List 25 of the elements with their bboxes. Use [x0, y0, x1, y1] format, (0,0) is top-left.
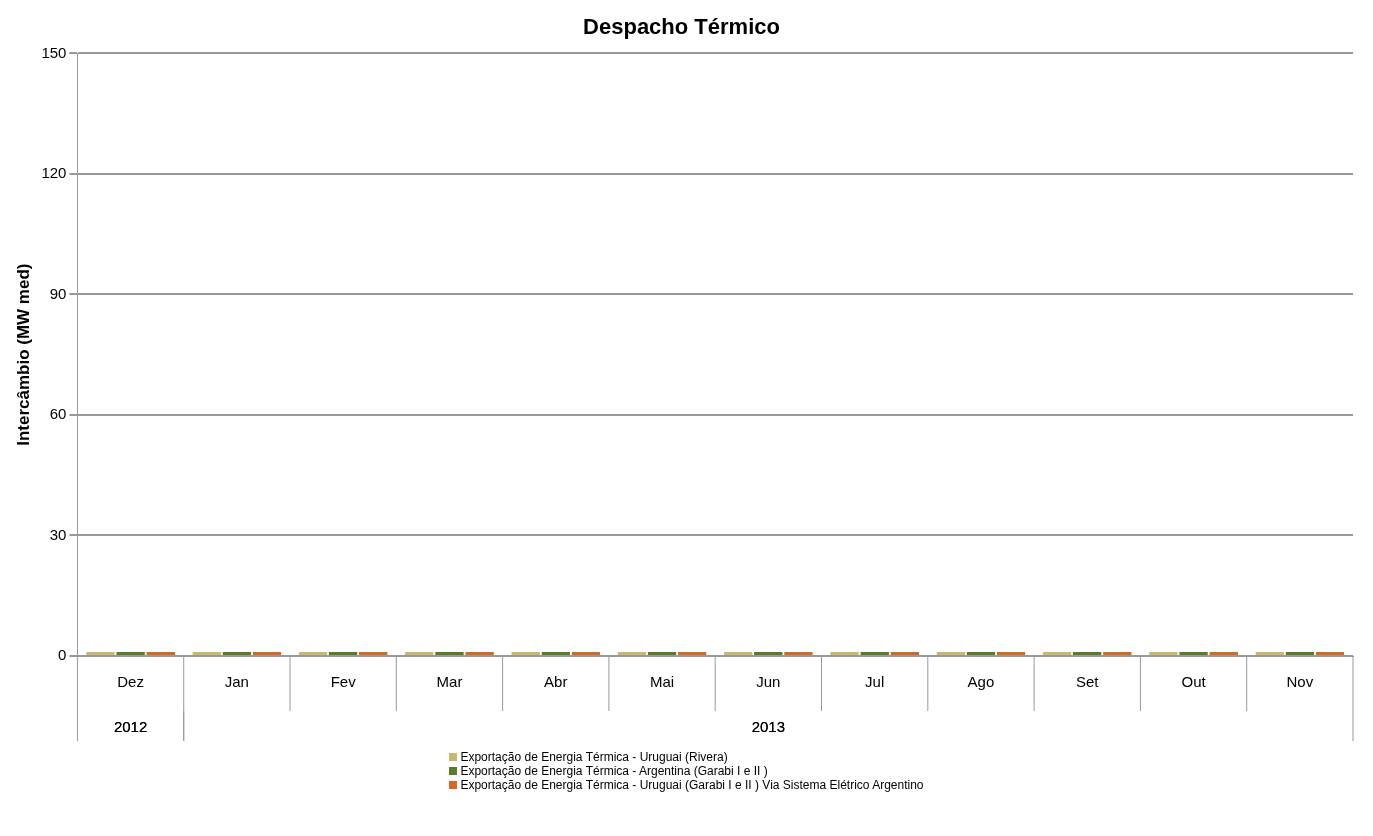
x-tick-label: Fev	[330, 673, 357, 691]
x-tick-label: Out	[1181, 673, 1207, 691]
x-tick-label: Dez	[117, 673, 144, 691]
y-tick-label: 150	[41, 43, 67, 61]
x-tick-label: Jan	[224, 673, 249, 691]
legend-label: Exportação de Energia Térmica - Uruguai (Garabi I e II ) Via Sistema Elétrico Argentino	[460, 778, 924, 792]
x-tick-label: Jun	[756, 673, 781, 691]
y-tick-label: 60	[49, 405, 67, 423]
y-tick-label: 120	[41, 164, 67, 182]
y-axis-title: Intercâmbio (MW med)	[13, 263, 33, 446]
x-tick-label: Jul	[865, 673, 885, 691]
x-tick-label: Set	[1076, 673, 1100, 691]
chart-title: Despacho Térmico	[583, 14, 780, 40]
text: 2012	[113, 718, 148, 736]
x-tick-label: Mai	[649, 673, 675, 691]
y-tick-label: 30	[49, 525, 67, 543]
legend-label: Exportação de Energia Térmica - Argentina (Garabi I e II )	[460, 764, 768, 778]
y-tick-label: 90	[49, 284, 67, 302]
x-tick-label: Abr	[544, 673, 568, 691]
x-tick-label: Ago	[967, 673, 995, 691]
x-tick-label: Mar	[436, 673, 463, 691]
x-tick-label: Nov	[1286, 673, 1314, 691]
text: 2013	[751, 718, 786, 736]
y-tick-label: 0	[58, 646, 67, 664]
legend-label: Exportação de Energia Térmica - Uruguai (Rivera)	[460, 750, 728, 764]
